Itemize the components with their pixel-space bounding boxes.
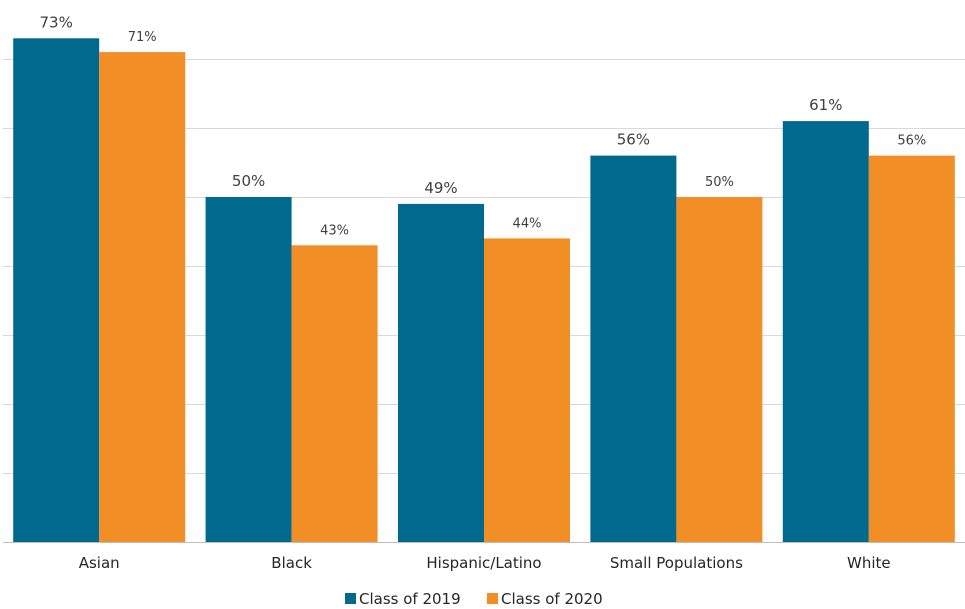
- data-label: 44%: [513, 216, 542, 231]
- legend-swatch: [487, 593, 498, 604]
- bar-class-2020: [676, 197, 763, 542]
- data-label: 43%: [320, 223, 349, 238]
- data-label: 73%: [40, 13, 73, 31]
- x-tick-label: Asian: [79, 554, 120, 572]
- data-label: 56%: [897, 134, 926, 149]
- bar-class-2019: [205, 197, 292, 542]
- legend-swatch: [345, 593, 356, 604]
- bar-class-2020: [868, 155, 955, 542]
- x-tick-label: Hispanic/Latino: [426, 554, 541, 572]
- bar-class-2020: [99, 52, 186, 542]
- data-label: 50%: [705, 175, 734, 190]
- bar-class-2019: [398, 203, 484, 542]
- bar-class-2019: [782, 121, 869, 542]
- bar-class-2020: [484, 238, 570, 542]
- x-tick-label: White: [847, 554, 891, 572]
- legend-label: Class of 2019: [359, 590, 461, 608]
- x-tick-label: Small Populations: [610, 554, 743, 572]
- data-label: 61%: [809, 96, 842, 114]
- bar-class-2019: [13, 38, 100, 543]
- data-label: 71%: [128, 30, 157, 45]
- bar-class-2020: [291, 245, 378, 543]
- data-label: 50%: [232, 172, 265, 190]
- data-labels: 73% 71% 50% 43% 49% 44% 56% 50% 61% 56%: [40, 13, 927, 238]
- x-tick-label: Black: [271, 554, 312, 572]
- bars: [13, 38, 955, 543]
- legend-label: Class of 2020: [501, 590, 603, 608]
- data-label: 49%: [424, 179, 457, 197]
- x-axis-tick-labels: Asian Black Hispanic/Latino Small Populatio…: [79, 554, 891, 572]
- data-label: 56%: [617, 131, 650, 149]
- bar-class-2019: [590, 155, 677, 542]
- legend: Class of 2019 Class of 2020: [345, 590, 603, 608]
